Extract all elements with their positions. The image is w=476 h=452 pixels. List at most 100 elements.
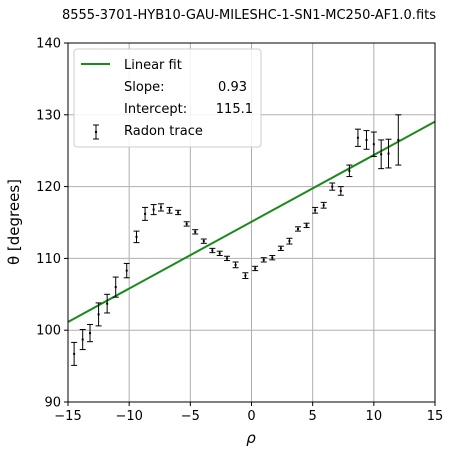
point-marker	[387, 152, 390, 155]
point-marker	[177, 211, 180, 214]
point-marker	[135, 235, 138, 238]
data-point	[346, 164, 353, 178]
point-marker	[81, 338, 84, 341]
point-marker	[279, 247, 282, 250]
point-marker	[380, 153, 383, 156]
data-point	[337, 186, 344, 196]
point-marker	[168, 209, 171, 212]
y-tick-label: 100	[36, 324, 61, 339]
data-point	[216, 250, 223, 257]
data-point	[354, 128, 361, 147]
point-marker	[73, 352, 76, 355]
data-point	[123, 262, 130, 279]
data-point	[192, 229, 199, 235]
legend-intercept-label: Intercept:	[124, 102, 187, 117]
y-tick-label: 90	[44, 396, 61, 411]
point-marker	[97, 313, 100, 316]
y-tick-label: 140	[36, 37, 61, 52]
x-tick-label: 0	[247, 409, 255, 424]
legend-trace-swatch	[93, 124, 99, 140]
chart-title: 8555-3701-HYB10-GAU-MILESHC-1-SN1-MC250-…	[62, 8, 436, 23]
data-point	[175, 209, 182, 216]
point-marker	[271, 256, 274, 259]
x-axis-ticks: −15 −10 −5 0 5 10 15	[54, 402, 443, 424]
point-marker	[218, 252, 221, 255]
data-point	[370, 131, 377, 157]
point-marker	[106, 302, 109, 305]
data-point	[363, 130, 370, 150]
data-point	[157, 203, 164, 212]
data-point	[95, 302, 102, 327]
data-point	[242, 272, 249, 280]
point-marker	[296, 227, 299, 230]
data-point	[303, 222, 310, 229]
point-marker	[348, 169, 351, 172]
data-point	[395, 114, 402, 166]
point-marker	[331, 185, 334, 188]
x-tick-label: −5	[181, 409, 200, 424]
data-point	[224, 255, 231, 262]
point-marker	[125, 269, 128, 272]
data-point	[104, 293, 111, 314]
legend-slope-value: 0.93	[218, 80, 247, 95]
data-point	[252, 265, 259, 272]
point-marker	[226, 257, 229, 260]
point-marker	[305, 224, 308, 227]
x-tick-label: 5	[309, 409, 317, 424]
data-point	[87, 323, 94, 343]
point-marker	[365, 138, 368, 141]
point-marker	[202, 240, 205, 243]
data-point	[209, 247, 216, 254]
data-point	[79, 328, 86, 351]
data-point	[385, 138, 392, 169]
data-point	[260, 257, 267, 263]
y-tick-label: 120	[36, 180, 61, 195]
legend: Linear fit Slope: 0.93 Intercept: 115.1 …	[73, 48, 262, 148]
y-axis-ticks: 90 100 110 120 130 140	[36, 37, 68, 411]
point-marker	[339, 189, 342, 192]
data-point	[71, 341, 78, 366]
point-marker	[356, 136, 359, 139]
legend-slope-label: Slope:	[124, 80, 164, 95]
data-point	[232, 261, 239, 269]
point-marker	[152, 208, 155, 211]
point-marker	[89, 332, 92, 335]
y-axis-label: θ [degrees]	[5, 179, 23, 265]
x-tick-label: 15	[427, 409, 444, 424]
point-marker	[314, 209, 317, 212]
point-marker	[234, 263, 237, 266]
point-marker	[185, 222, 188, 225]
data-point	[329, 182, 336, 191]
x-tick-label: −15	[54, 409, 81, 424]
point-marker	[211, 249, 214, 252]
data-point	[183, 221, 190, 227]
x-tick-label: −10	[115, 409, 142, 424]
data-point	[166, 206, 173, 214]
data-point	[133, 230, 140, 244]
point-marker	[244, 274, 247, 277]
data-point	[378, 139, 385, 170]
point-marker	[322, 204, 325, 207]
x-tick-label: 10	[366, 409, 383, 424]
point-marker	[254, 267, 257, 270]
point-marker	[397, 138, 400, 141]
legend-trace-label: Radon trace	[124, 124, 203, 139]
data-point	[286, 237, 293, 245]
y-tick-label: 130	[36, 108, 61, 123]
point-marker	[114, 286, 117, 289]
x-axis-label: ρ	[246, 429, 256, 447]
point-marker	[194, 230, 197, 233]
data-point	[112, 276, 119, 298]
y-tick-label: 110	[36, 252, 61, 267]
legend-box	[73, 48, 262, 148]
data-point	[142, 206, 149, 221]
data-point	[312, 206, 319, 214]
data-point	[200, 238, 207, 244]
data-point	[277, 245, 284, 252]
data-point	[320, 201, 327, 209]
data-points	[71, 114, 402, 366]
point-marker	[144, 212, 147, 215]
legend-fit-label: Linear fit	[124, 58, 182, 73]
point-marker	[372, 143, 375, 146]
